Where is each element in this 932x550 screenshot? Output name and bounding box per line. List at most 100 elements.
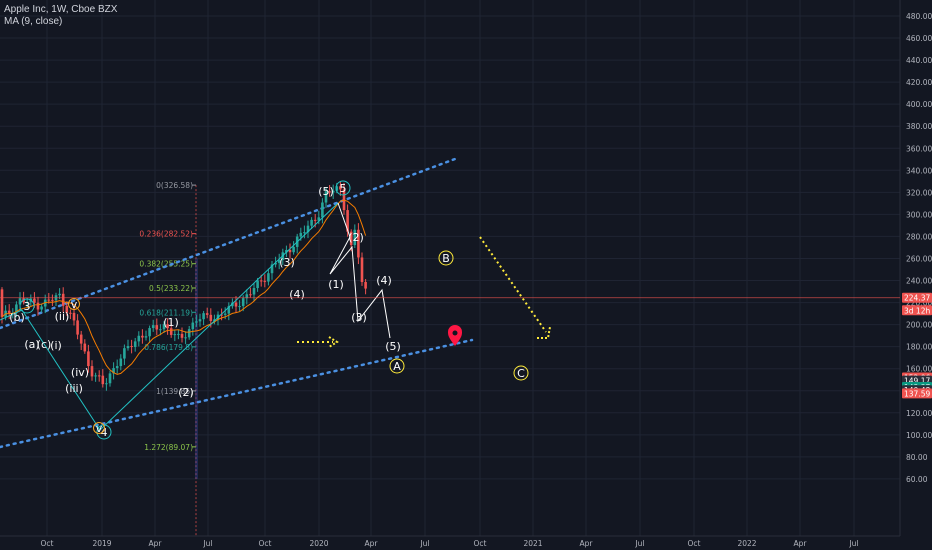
y-tick-label: 160.00 [906,365,932,374]
wave-label-circle [19,298,35,314]
ma-indicator-label[interactable]: MA (9, close) [4,16,63,27]
candle-body [90,366,94,377]
candle-body [180,333,184,338]
candle-body [223,313,227,315]
y-tick-label: 320.00 [906,188,932,197]
wave-label: (5) [385,340,401,353]
candle-body [191,322,195,330]
candle-body [159,329,162,331]
candle-body [256,280,259,289]
candle-body [47,299,51,301]
wave-impulse-line [0,202,339,431]
wave-label-circle [335,180,351,196]
candle-body [144,336,148,338]
symbol-title[interactable]: Apple Inc, 1W, Cboe BZX [4,4,118,15]
wave-label: (a) [24,338,39,351]
x-tick-label: 2021 [523,539,542,548]
wave-label: (ii) [55,310,70,323]
candle-body [94,375,97,377]
wave-label: 3 [24,300,31,313]
x-tick-label: Jul [848,539,858,548]
wave-label: (4) [376,274,392,287]
x-tick-label: Apr [149,539,163,548]
arrow-right-head [328,336,339,348]
y-tick-label: 200.00 [906,321,932,330]
candle-body [202,313,205,320]
candle-body [339,186,342,190]
wave-label-circle [438,250,454,266]
grid-layer [0,0,900,536]
y-tick-label: 220.00 [906,299,932,308]
wave-label: v [96,422,103,435]
candle-body [213,319,216,321]
candle-body [87,351,90,367]
x-tick-label: Apr [365,539,379,548]
wave-label: (1) [163,316,179,329]
candle-body [177,333,180,335]
x-tick-label: 2019 [92,539,111,548]
candle-body [18,298,22,305]
price-tag-box [902,305,932,316]
candle-body [151,325,155,329]
ma-line [1,199,367,375]
y-tick-label: 440.00 [906,56,932,65]
wave-annotations: (5) 5(2)(3)(4)(1) (4)(3)(5)(1)(2)43(b)(a)(… [0,180,551,440]
fib-level-label: 0(326.58) [156,181,193,190]
wave-label: 5 [340,182,347,195]
candle-body [209,314,213,321]
candle-body [259,280,263,282]
candle-body [267,273,270,282]
candle-body [36,302,40,310]
y-tick-label: 480.00 [906,12,932,21]
candle-body [310,219,313,226]
price-tag-label: 3d 12h [904,306,930,315]
candle-body [220,314,223,316]
candle-body [112,368,115,374]
candle-body [105,383,108,385]
y-tick-label: 240.00 [906,277,932,286]
y-tick-label: 340.00 [906,166,932,175]
x-tick-label: 2022 [737,539,756,548]
chart-legend: Apple Inc, 1W, Cboe BZX MA (9, close) [4,4,117,28]
price-tag-label: 224.37 [904,294,930,303]
candle-body [346,210,349,232]
candle-body [263,280,267,282]
candles [0,181,367,391]
x-tick-label: Jul [634,539,644,548]
wave-label: (iv) [71,366,89,379]
candle-body [15,304,18,313]
candle-body [148,328,151,337]
candle-body [65,305,69,313]
candle-body [187,329,191,338]
x-tick-label: 2020 [309,539,328,548]
candle-body [162,324,166,330]
x-tick-label: Apr [580,539,594,548]
y-tick-label: 300.00 [906,210,932,219]
x-tick-label: Jul [202,539,212,548]
candle-body [234,302,238,307]
candle-body [79,334,83,344]
wave-projection-line [329,202,391,339]
wave-label-circle [93,422,105,434]
fib-level-label: 0.382(255.25) [139,260,193,269]
wave-label: B [442,252,450,265]
candle-body [137,335,141,342]
candle-body [241,298,245,307]
y-tick-label: 120.00 [906,409,932,418]
map-pin-dot [452,330,458,336]
wave-label: A [393,360,401,373]
candle-body [33,298,36,303]
candle-body [249,294,252,296]
candle-body [364,282,367,289]
y-tick-label: 60.00 [906,475,928,484]
candle-body [101,375,105,385]
y-tick-label: 260.00 [906,254,932,263]
candle-body [126,346,130,349]
wave-label: C [517,367,525,380]
x-tick-label: Jul [419,539,429,548]
candle-body [306,225,310,233]
candle-body [353,229,357,246]
y-tick-label: 100.00 [906,431,932,440]
